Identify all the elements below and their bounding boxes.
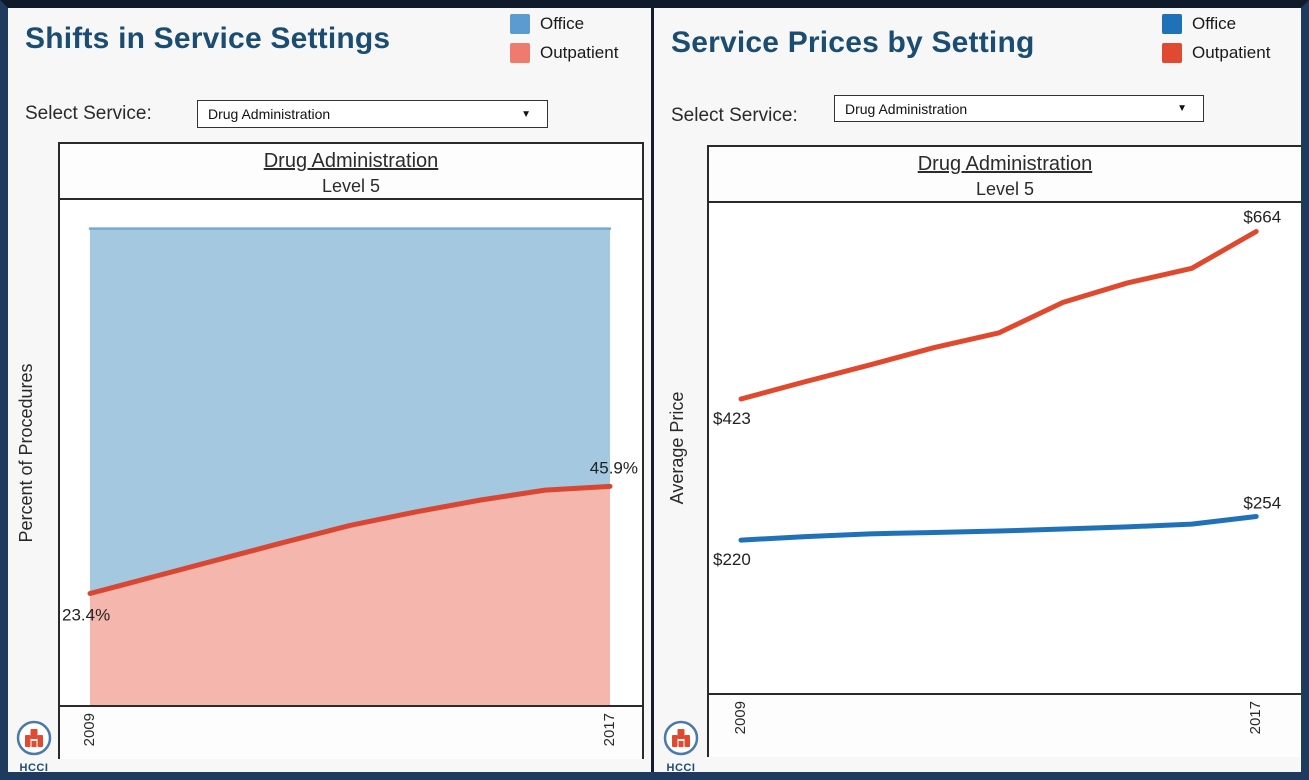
hcci-logo[interactable]: HCCI [12,720,56,774]
legend-label: Office [1192,14,1237,33]
chart-annotation: $254 [1243,493,1281,512]
hcci-logo-icon [663,720,699,756]
prices-panel: Service Prices by Setting Office Outpati… [654,8,1301,772]
service-select[interactable]: Drug Administration ▼ [834,95,1204,122]
legend-item-office[interactable]: Office [510,14,618,34]
chart-subtitle: Level 5 [321,176,381,196]
chart-header: Drug Administration Level 5 [709,147,1301,203]
chevron-down-icon: ▼ [521,108,531,120]
legend-label: Outpatient [540,43,619,62]
x-tick-label: 2017 [601,713,618,747]
office-swatch-icon [510,14,530,34]
outpatient-line [87,483,613,597]
line-plot: Average Price $423 $664 $220 $254 [667,203,1301,695]
office-line [738,513,1259,543]
chart-annotation: $664 [1243,207,1281,226]
chart-title: Drug Administration [263,150,439,172]
legend-item-office[interactable]: Office [1162,14,1270,34]
chart-title: Drug Administration [917,153,1093,175]
service-select-value: Drug Administration [208,106,331,122]
legend-item-outpatient[interactable]: Outpatient [1162,43,1270,63]
line-chart[interactable]: $423 $664 $220 $254 [709,203,1301,693]
legend: Office Outpatient [510,14,618,63]
x-axis-labels: 2009 2017 [709,695,1301,757]
area-chart-box: Drug Administration Level 5 Percent of P… [16,142,644,759]
x-tick-label: 2009 [732,701,749,735]
office-area [90,228,610,594]
hcci-logo-text: HCCI [19,762,49,774]
shifts-panel: Shifts in Service Settings Office Outpat… [8,8,651,772]
outpatient-swatch-icon [510,43,530,63]
page-title: Shifts in Service Settings [25,22,391,55]
chevron-down-icon: ▼ [1177,103,1187,114]
chart-annotation: 45.9% [590,458,638,477]
chart-annotation: $220 [713,550,751,569]
line-chart-box: Drug Administration Level 5 Average Pric… [667,145,1301,757]
outpatient-swatch-icon [1162,43,1182,63]
outpatient-area [90,486,610,705]
y-axis-label: Percent of Procedures [16,362,36,543]
area-plot: Percent of Procedures 23.4% 45.9% [16,200,642,707]
legend-label: Office [540,14,585,33]
service-select[interactable]: Drug Administration ▼ [197,100,548,128]
office-swatch-icon [1162,14,1182,34]
hcci-logo-icon [16,720,52,756]
x-tick-label: 2017 [1247,701,1265,735]
page-title: Service Prices by Setting [671,26,1035,59]
chart-subtitle: Level 5 [975,179,1035,199]
select-service-label: Select Service: [25,103,152,124]
legend-item-outpatient[interactable]: Outpatient [510,43,618,63]
hcci-logo[interactable]: HCCI [659,720,703,774]
select-service-label: Select Service: [671,105,798,126]
legend-label: Outpatient [1192,43,1271,62]
chart-annotation: 23.4% [62,606,110,625]
stacked-area-chart[interactable]: 23.4% 45.9% [60,200,642,705]
outpatient-line [738,228,1259,402]
x-axis-labels: 2009 2017 [60,707,642,759]
panel-divider [651,8,654,772]
x-tick-label: 2009 [81,713,98,747]
y-axis-label: Average Price [667,391,687,505]
chart-annotation: $423 [713,409,751,428]
service-select-value: Drug Administration [845,100,968,117]
legend: Office Outpatient [1162,14,1270,63]
chart-header: Drug Administration Level 5 [60,144,642,200]
hcci-logo-text: HCCI [666,762,696,774]
